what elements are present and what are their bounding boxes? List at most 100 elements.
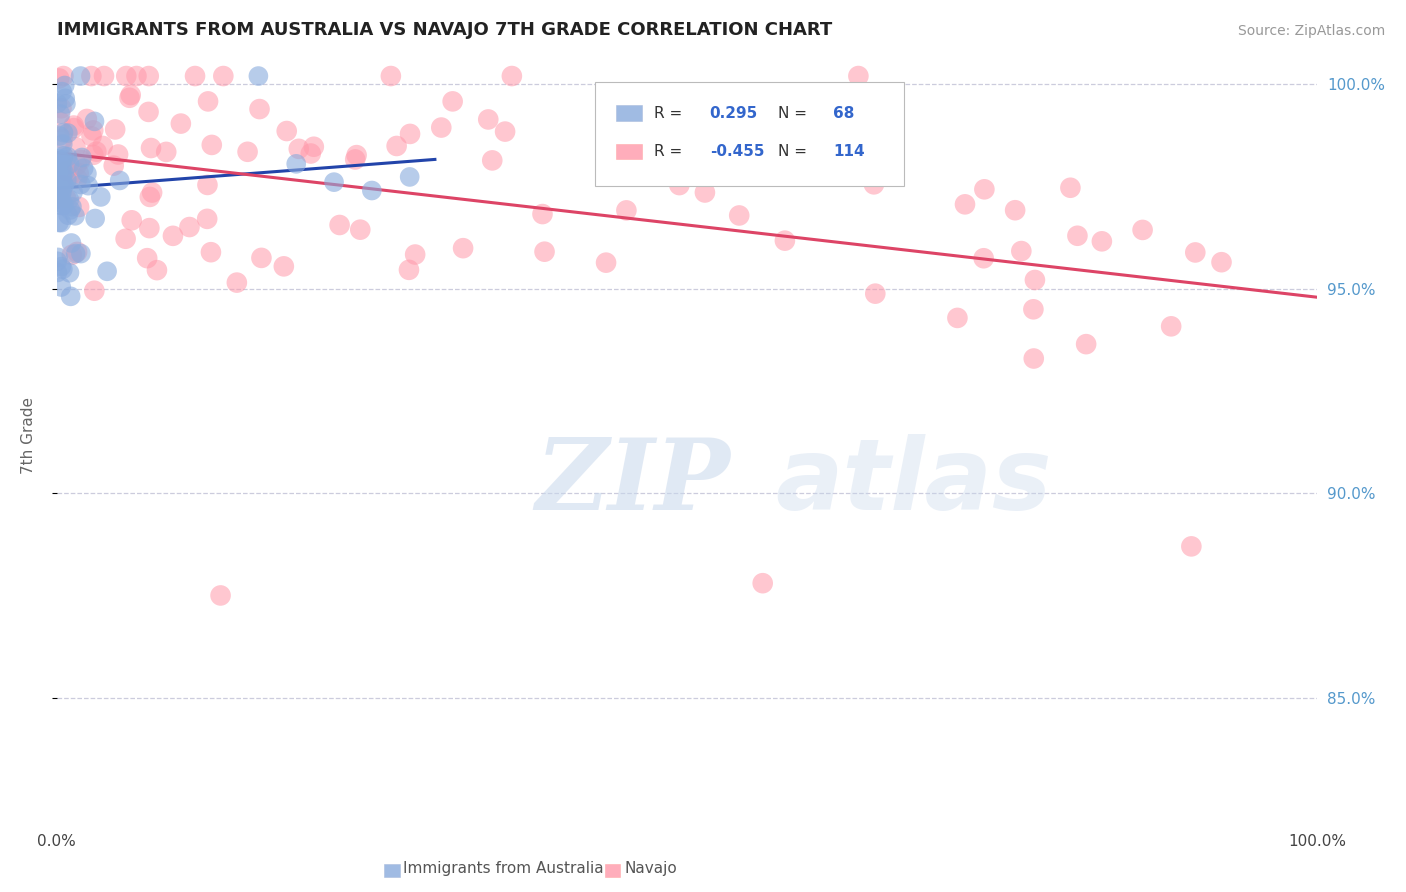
- Point: [481, 153, 503, 168]
- Point: [48, 152, 70, 166]
- Point: [360, 184, 382, 198]
- Point: [179, 220, 201, 235]
- Point: [60, 248, 83, 262]
- Text: Navajo: Navajo: [624, 862, 676, 876]
- Point: [249, 102, 271, 116]
- Point: [162, 228, 184, 243]
- Point: [59, 169, 82, 183]
- Point: [299, 146, 322, 161]
- Text: R =: R =: [654, 144, 682, 159]
- Point: [1211, 255, 1233, 269]
- Point: [1132, 223, 1154, 237]
- Point: [51, 167, 73, 181]
- Point: [59, 202, 82, 217]
- Point: [441, 95, 464, 109]
- Point: [477, 112, 499, 127]
- Point: [67, 166, 90, 180]
- Point: [51, 101, 73, 115]
- Point: [77, 178, 100, 193]
- Point: [52, 262, 75, 277]
- Point: [184, 69, 207, 83]
- Text: -0.455: -0.455: [710, 144, 765, 159]
- Point: [51, 153, 73, 168]
- Text: ZIP: ZIP: [536, 434, 731, 531]
- Point: [69, 153, 91, 167]
- Point: [49, 187, 72, 202]
- Point: [138, 69, 160, 83]
- Point: [120, 88, 142, 103]
- Point: [1180, 540, 1202, 554]
- Point: [752, 104, 775, 119]
- Point: [1160, 319, 1182, 334]
- Point: [288, 142, 311, 156]
- Point: [711, 146, 734, 161]
- Point: [302, 140, 325, 154]
- Point: [380, 69, 402, 83]
- Point: [53, 178, 76, 192]
- Point: [96, 264, 118, 278]
- Point: [146, 263, 169, 277]
- Point: [329, 218, 352, 232]
- Point: [52, 178, 75, 193]
- Point: [51, 185, 73, 199]
- Point: [946, 310, 969, 325]
- Point: [60, 235, 83, 250]
- Point: [48, 166, 70, 180]
- Point: [121, 213, 143, 227]
- Point: [49, 114, 72, 128]
- Point: [398, 263, 420, 277]
- Point: [51, 280, 73, 294]
- Point: [170, 117, 193, 131]
- Point: [728, 209, 751, 223]
- Point: [52, 152, 75, 166]
- Point: [59, 289, 82, 303]
- Point: [82, 148, 104, 162]
- Point: [1004, 203, 1026, 218]
- Point: [201, 137, 224, 152]
- Text: IMMIGRANTS FROM AUSTRALIA VS NAVAJO 7TH GRADE CORRELATION CHART: IMMIGRANTS FROM AUSTRALIA VS NAVAJO 7TH …: [56, 21, 832, 39]
- Point: [973, 252, 995, 266]
- Bar: [384, 864, 399, 877]
- Point: [51, 160, 73, 174]
- Text: Source: ZipAtlas.com: Source: ZipAtlas.com: [1237, 24, 1385, 38]
- Point: [323, 175, 346, 189]
- Point: [451, 241, 474, 255]
- Point: [533, 244, 555, 259]
- Point: [66, 171, 89, 186]
- Point: [46, 265, 69, 279]
- Point: [52, 199, 75, 213]
- Point: [63, 209, 86, 223]
- Point: [195, 211, 218, 226]
- Point: [104, 122, 127, 136]
- Point: [49, 128, 72, 143]
- Point: [751, 576, 773, 591]
- Point: [65, 140, 87, 154]
- Point: [48, 71, 70, 86]
- Bar: [616, 144, 641, 159]
- Point: [385, 139, 408, 153]
- Point: [62, 121, 84, 136]
- Point: [1022, 302, 1045, 317]
- Text: N =: N =: [778, 144, 807, 159]
- Point: [62, 185, 84, 199]
- Point: [51, 177, 73, 191]
- Point: [52, 172, 75, 186]
- Point: [51, 216, 73, 230]
- Point: [70, 246, 93, 260]
- Point: [56, 172, 79, 186]
- Point: [668, 178, 690, 192]
- Point: [1066, 228, 1088, 243]
- Point: [136, 251, 159, 265]
- Point: [399, 127, 422, 141]
- FancyBboxPatch shape: [595, 82, 904, 186]
- Point: [51, 260, 73, 274]
- Point: [344, 153, 367, 167]
- Point: [398, 169, 420, 184]
- Point: [1091, 235, 1114, 249]
- Y-axis label: 7th Grade: 7th Grade: [21, 398, 35, 475]
- Point: [1184, 245, 1206, 260]
- Point: [53, 166, 76, 180]
- Point: [46, 96, 69, 111]
- Point: [953, 197, 976, 211]
- Point: [139, 190, 162, 204]
